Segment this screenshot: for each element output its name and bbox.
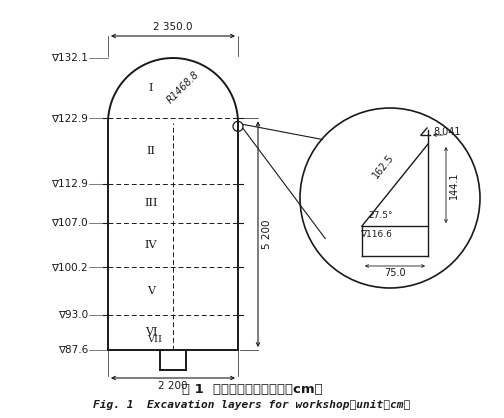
Text: Fig. 1  Excavation layers for workshop（unit；cm）: Fig. 1 Excavation layers for workshop（un… <box>93 400 411 410</box>
Text: 2 350.0: 2 350.0 <box>153 22 193 32</box>
Text: 2 200: 2 200 <box>158 381 188 391</box>
Text: II: II <box>147 146 156 156</box>
Text: ∇112.9: ∇112.9 <box>51 179 88 189</box>
Text: III: III <box>144 199 158 208</box>
Text: ∇107.0: ∇107.0 <box>51 218 88 228</box>
Text: R1468.8: R1468.8 <box>165 69 201 105</box>
Text: 图 1  厂房开挖分层（单位；cm）: 图 1 厂房开挖分层（单位；cm） <box>181 383 323 396</box>
Text: ∇100.2: ∇100.2 <box>51 263 88 272</box>
Text: 27.5°: 27.5° <box>368 211 393 220</box>
Text: IV: IV <box>145 240 157 250</box>
Text: VII: VII <box>148 336 162 344</box>
Text: VI: VI <box>145 327 157 337</box>
Text: 162.5: 162.5 <box>370 152 396 180</box>
Text: ∇132.1: ∇132.1 <box>51 53 88 63</box>
Text: I: I <box>149 83 153 93</box>
Text: 5 200: 5 200 <box>262 219 272 249</box>
Text: ∇116.6: ∇116.6 <box>360 230 392 239</box>
Text: ∇87.6: ∇87.6 <box>58 345 88 355</box>
Text: ∇122.9: ∇122.9 <box>51 113 88 123</box>
Text: ∇93.0: ∇93.0 <box>58 310 88 320</box>
Text: 8.041: 8.041 <box>433 127 461 137</box>
Text: V: V <box>147 286 155 296</box>
Text: 144.1: 144.1 <box>449 171 459 199</box>
Text: 75.0: 75.0 <box>384 268 406 278</box>
